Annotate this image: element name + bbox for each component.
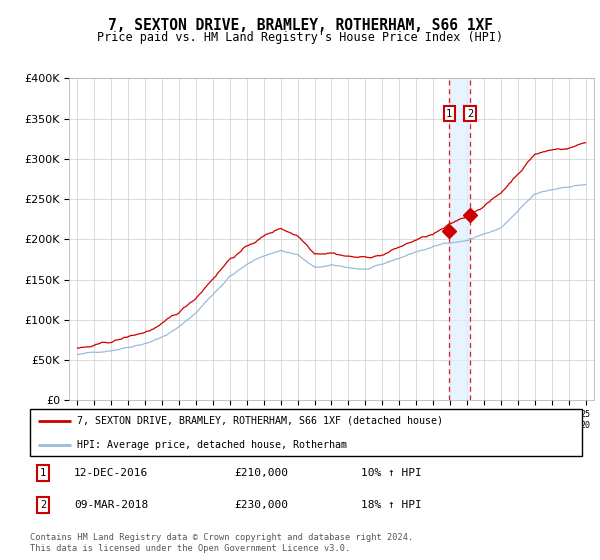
Text: 1: 1: [446, 109, 452, 119]
Text: 09-MAR-2018: 09-MAR-2018: [74, 500, 148, 510]
Text: 7, SEXTON DRIVE, BRAMLEY, ROTHERHAM, S66 1XF (detached house): 7, SEXTON DRIVE, BRAMLEY, ROTHERHAM, S66…: [77, 416, 443, 426]
Text: HPI: Average price, detached house, Rotherham: HPI: Average price, detached house, Roth…: [77, 440, 347, 450]
Text: 1: 1: [40, 468, 46, 478]
Text: 7, SEXTON DRIVE, BRAMLEY, ROTHERHAM, S66 1XF: 7, SEXTON DRIVE, BRAMLEY, ROTHERHAM, S66…: [107, 18, 493, 33]
Text: Price paid vs. HM Land Registry's House Price Index (HPI): Price paid vs. HM Land Registry's House …: [97, 31, 503, 44]
FancyBboxPatch shape: [30, 409, 582, 456]
Text: 10% ↑ HPI: 10% ↑ HPI: [361, 468, 422, 478]
Text: 18% ↑ HPI: 18% ↑ HPI: [361, 500, 422, 510]
Text: 2: 2: [467, 109, 473, 119]
Text: 2: 2: [40, 500, 46, 510]
Text: £230,000: £230,000: [234, 500, 288, 510]
Bar: [449, 78, 470, 400]
Text: 12-DEC-2016: 12-DEC-2016: [74, 468, 148, 478]
Text: £210,000: £210,000: [234, 468, 288, 478]
Text: Contains HM Land Registry data © Crown copyright and database right 2024.
This d: Contains HM Land Registry data © Crown c…: [30, 533, 413, 553]
